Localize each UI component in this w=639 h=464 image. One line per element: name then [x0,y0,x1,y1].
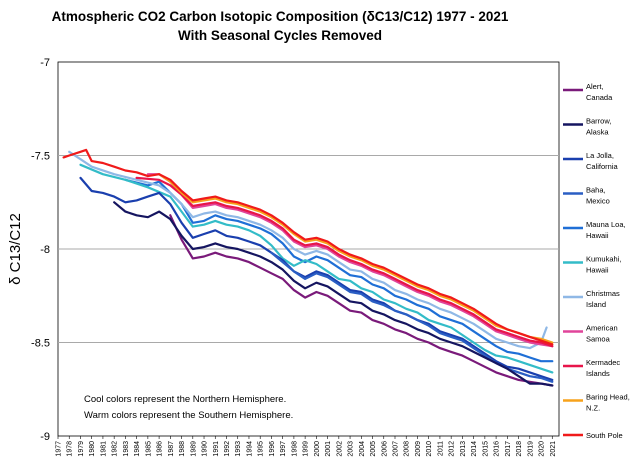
x-tick-label: 1978 [67,441,74,457]
y-tick-label: -8.5 [31,338,50,350]
x-tick-label: 2005 [370,441,377,457]
annotation-southern: Warm colors represent the Southern Hemis… [84,410,293,421]
x-tick-label: 2011 [437,441,444,456]
legend-label: Islands [586,369,610,378]
x-tick-label: 1989 [190,441,197,457]
x-tick-label: 2002 [336,441,343,457]
annotation-northern: Cool colors represent the Northern Hemis… [84,394,286,405]
legend-label: Baha, [586,186,606,195]
legend-label: Hawaii [586,231,609,240]
x-tick-label: 1990 [202,441,209,457]
x-tick-label: 1999 [303,441,310,457]
x-tick-label: 2017 [505,441,512,457]
x-tick-label: 2018 [516,441,523,457]
series-line [79,176,554,381]
series-line [169,214,554,387]
x-tick-label: 1984 [134,441,141,457]
chart-title-line2: With Seasonal Cycles Removed [178,28,382,43]
x-tick-label: 1991 [213,441,220,457]
legend-label: Mauna Loa, [586,220,626,229]
x-tick-label: 1996 [269,441,276,457]
x-tick-label: 1992 [224,441,231,457]
legend-label: La Jolla, [586,151,614,160]
series-line [79,163,554,374]
x-tick-label: 2016 [494,441,501,457]
legend-label: Kumukahi, [586,255,621,264]
legend-label: N.Z. [586,404,600,413]
x-tick-label: 2012 [449,441,456,457]
legend-label: Mexico [586,197,610,206]
x-tick-label: 2000 [314,441,321,457]
y-axis-label: δ C13/C12 [7,213,24,285]
legend-label: Hawaii [586,266,609,275]
x-tick-label: 2009 [415,441,422,457]
x-tick-label: 1998 [291,441,298,457]
legend-label: American [586,324,618,333]
x-tick-label: 1980 [89,441,96,457]
x-tick-label: 2008 [404,441,411,457]
y-tick-label: -8 [40,244,50,256]
legend-label: Barrow, [586,117,611,126]
x-tick-label: 2001 [325,441,332,457]
x-tick-label: 2006 [381,441,388,457]
x-axis-ticks: 1977 1978 1979 1980 1981 1982 1983 1984 1985 1986… [56,436,557,457]
x-tick-label: 2014 [471,441,478,457]
series-line [113,201,554,387]
y-tick-label: -9 [40,431,50,443]
x-tick-label: 1988 [179,441,186,457]
legend-label: California [586,162,619,171]
series-line [68,150,548,350]
legend-label: Samoa [586,335,611,344]
legend-label: Alert, [586,82,604,91]
x-tick-label: 2010 [426,441,433,457]
series-line [135,176,554,348]
legend-label: Canada [586,93,613,102]
x-tick-label: 1982 [112,441,119,457]
x-tick-label: 1995 [258,441,265,457]
series-line [146,173,554,348]
series-line [62,148,554,346]
x-tick-label: 1987 [168,441,175,457]
series-lines [62,148,554,387]
x-tick-label: 2021 [550,441,557,457]
x-tick-label: 2015 [482,441,489,457]
x-tick-label: 1994 [246,441,253,457]
x-tick-label: 1985 [145,441,152,457]
x-tick-label: 1983 [123,441,130,457]
series-line [158,173,554,344]
x-tick-label: 1981 [100,441,107,457]
x-tick-label: 1979 [78,441,85,457]
legend-label: Christmas [586,289,620,298]
y-tick-label: -7.5 [31,151,50,163]
legend: Alert, Canada Barrow, Alaska La Jolla, Califo… [563,82,630,440]
legend-label: Alaska [586,128,609,137]
x-tick-label: 2007 [392,441,399,457]
legend-label: Baring Head, [586,393,630,402]
x-tick-label: 2003 [348,441,355,457]
y-tick-label: -7 [40,57,50,69]
x-tick-label: 2013 [460,441,467,457]
legend-label: Kermadec [586,358,620,367]
series-line [124,178,554,363]
x-tick-label: 2019 [527,441,534,457]
x-tick-label: 2020 [539,441,546,457]
x-tick-label: 1993 [235,441,242,457]
legend-label: Island [586,300,606,309]
chart-title-line1: Atmospheric CO2 Carbon Isotopic Composit… [52,9,509,24]
x-tick-label: 1986 [157,441,164,457]
legend-label: South Pole [586,431,623,440]
x-tick-label: 1997 [280,441,287,457]
x-tick-label: 1977 [56,441,63,457]
y-axis-ticks: -7 -7.5 -8 -8.5 -9 [31,57,50,443]
x-tick-label: 2004 [359,441,366,457]
